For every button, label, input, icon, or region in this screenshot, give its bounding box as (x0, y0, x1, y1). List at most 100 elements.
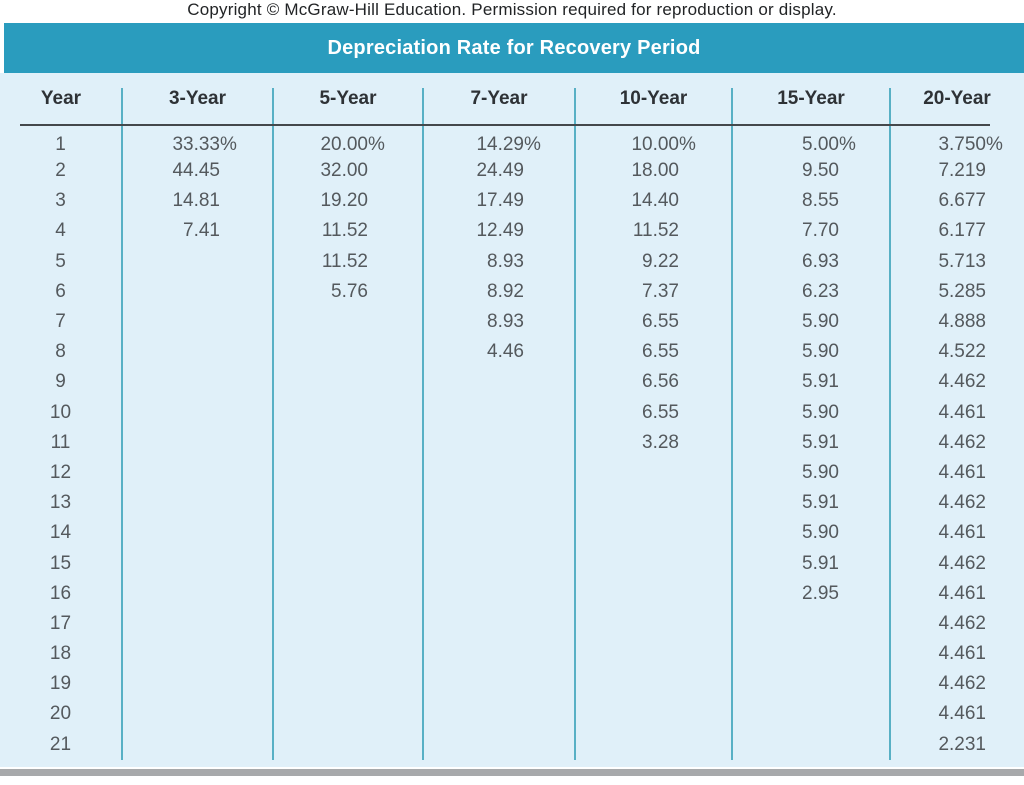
table-title: Depreciation Rate for Recovery Period (327, 36, 701, 59)
rate-cell (121, 518, 273, 549)
rate-value: 4.461 (938, 401, 986, 423)
rate-cell: 17.49 (422, 186, 575, 217)
rate-value: 24.49 (476, 160, 524, 182)
rate-value: 5.90 (802, 461, 839, 483)
rate-value: 6.23 (802, 280, 839, 302)
rate-cell (574, 518, 732, 549)
rate-cell: 5.00% (731, 125, 890, 156)
rate-cell: 24.49 (422, 156, 575, 187)
column-header-year: Year (40, 88, 82, 109)
depreciation-table: Year 3-Year 5-Year 7-Year 10-Year 15-Yea… (0, 73, 1024, 767)
rate-cell: 14.40 (574, 186, 732, 217)
rate-value: 5.00 (802, 134, 839, 155)
rate-value: 4.462 (938, 673, 986, 695)
rate-cell: 4.462 (889, 367, 1024, 398)
rate-cell: 5.91 (731, 427, 890, 458)
rate-value: 6.93 (802, 250, 839, 272)
rate-cell: 14.29% (422, 125, 575, 156)
rate-cell (272, 397, 423, 428)
rate-value: 8.92 (487, 280, 524, 302)
rate-cell (731, 699, 890, 730)
rate-value: 4.462 (938, 612, 986, 634)
rate-cell: 5.90 (731, 457, 890, 489)
year-cell: 13 (49, 492, 72, 514)
rate-cell (121, 729, 273, 760)
rate-cell (574, 548, 732, 579)
table-row: 1 33.33% 20.00% 14.29% 10.00% 5.00% 3.750% (0, 125, 1024, 156)
rate-value: 4.461 (938, 522, 986, 544)
rate-value: 5.76 (331, 280, 368, 302)
rate-value: 11.52 (321, 250, 368, 272)
rate-cell (121, 669, 273, 700)
rate-cell: 6.55 (574, 337, 732, 368)
rate-value: 9.50 (802, 160, 839, 182)
rate-cell (121, 639, 273, 670)
rate-cell: 7.219 (889, 156, 1024, 187)
rate-value: 6.677 (938, 190, 986, 212)
rate-value: 6.177 (938, 220, 986, 242)
rate-value: 6.55 (642, 401, 679, 423)
rate-value: 12.49 (476, 220, 524, 242)
rate-cell (121, 548, 273, 579)
rate-cell (731, 608, 890, 639)
rate-cell: 4.462 (889, 427, 1024, 458)
rate-value: 20.00 (320, 134, 368, 155)
rate-value: 5.90 (802, 311, 839, 333)
rate-cell (272, 427, 423, 458)
column-header-15-year: 15-Year (731, 73, 890, 125)
rate-cell: 14.81 (121, 186, 273, 217)
rate-cell: 2.231 (889, 729, 1024, 760)
rate-cell (272, 457, 423, 489)
rate-value: 3.28 (642, 431, 679, 453)
rate-cell: 5.90 (731, 397, 890, 428)
rate-value: 4.522 (938, 341, 986, 363)
rate-cell: 7.41 (121, 216, 273, 247)
column-header-20-year: 20-Year (889, 73, 1024, 125)
rate-cell (731, 639, 890, 670)
rate-value: 4.462 (938, 552, 986, 574)
rate-cell: 8.93 (422, 246, 575, 277)
header-underline (20, 124, 990, 126)
rate-cell: 6.23 (731, 276, 890, 307)
rate-cell: 4.461 (889, 457, 1024, 489)
rate-cell (574, 669, 732, 700)
rate-value: 5.91 (802, 431, 839, 453)
rate-cell: 6.677 (889, 186, 1024, 217)
year-cell: 1 (55, 134, 66, 155)
year-cell: 2 (55, 160, 66, 182)
copyright-notice: Copyright © McGraw-Hill Education. Permi… (187, 0, 837, 19)
rate-cell: 7.37 (574, 276, 732, 307)
rate-cell: 11.52 (574, 216, 732, 247)
rate-cell (422, 578, 575, 609)
table-row: 12 5.90 4.461 (0, 457, 1024, 489)
rate-cell: 6.177 (889, 216, 1024, 247)
rate-cell (422, 367, 575, 398)
table-row: 3 14.81 19.20 17.49 14.40 8.55 6.677 (0, 186, 1024, 217)
rate-cell (574, 488, 732, 519)
rate-value: 14.81 (172, 190, 220, 212)
table-row: 15 5.91 4.462 (0, 548, 1024, 579)
rate-cell: 9.22 (574, 246, 732, 277)
rate-cell (422, 548, 575, 579)
table-row: 18 4.461 (0, 639, 1024, 670)
rate-value: 4.46 (487, 341, 524, 363)
rate-value: 6.56 (642, 371, 679, 393)
year-cell: 9 (55, 371, 66, 393)
rate-value: 4.888 (938, 311, 986, 333)
rate-cell (121, 337, 273, 368)
rate-value: 18.00 (631, 160, 679, 182)
rate-value: 7.41 (183, 220, 220, 242)
rate-cell (574, 699, 732, 730)
rate-value: 7.70 (802, 220, 839, 242)
rate-cell: 6.55 (574, 397, 732, 428)
rate-cell: 12.49 (422, 216, 575, 247)
year-cell: 16 (49, 582, 72, 604)
rate-value: 8.93 (487, 311, 524, 333)
rate-cell (574, 578, 732, 609)
rate-value: 9.22 (642, 250, 679, 272)
rate-cell: 6.56 (574, 367, 732, 398)
rate-cell: 5.713 (889, 246, 1024, 277)
rate-value: 7.219 (938, 160, 986, 182)
year-cell: 5 (55, 250, 66, 272)
